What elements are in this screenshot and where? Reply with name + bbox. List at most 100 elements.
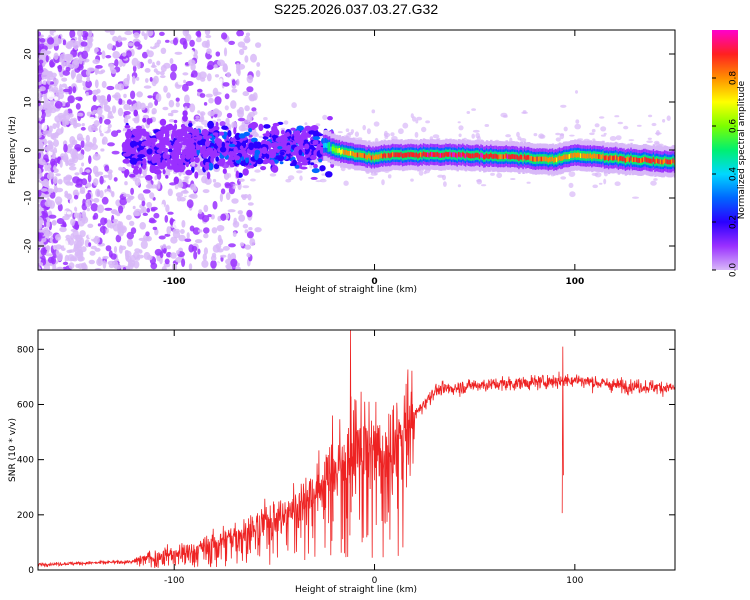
spectrogram-cell (156, 148, 163, 154)
spectrogram-ridge-cell (574, 152, 577, 158)
spectrogram-cell (100, 217, 107, 226)
spectrogram-cell (142, 117, 147, 123)
spectrogram-cell (539, 134, 546, 139)
spectrogram-x-axis-label: Height of straight line (km) (295, 285, 417, 295)
spectrogram-ridge-cell (631, 157, 635, 163)
spectrogram-ridge-cell (617, 157, 621, 162)
spectrogram-cell (38, 123, 42, 131)
spectrogram-ridge-cell (413, 152, 416, 158)
spectrogram-ridge-cell (506, 154, 510, 160)
spectrogram-ridge-cell (463, 153, 466, 158)
spectrogram-cell (47, 188, 55, 194)
spectrogram-cell (185, 153, 191, 160)
spectrogram-cell (61, 59, 66, 69)
spectrogram-cell (505, 134, 511, 138)
spectrogram-ridge-cell (607, 156, 611, 162)
spectrogram-cell (304, 127, 309, 131)
spectrogram-cell (343, 180, 349, 186)
spectrogram-cell (301, 161, 309, 166)
spectrogram-cell (432, 134, 440, 139)
spectrogram-cell (84, 32, 88, 38)
spectrogram-cell (52, 176, 58, 185)
spectrogram-cell (38, 130, 42, 136)
spectrogram-ridge-cell (397, 152, 400, 158)
spectrogram-cell (569, 191, 576, 198)
spectrogram-cell (244, 154, 249, 158)
spectrogram-cell (96, 107, 103, 116)
spectrogram-cell (219, 193, 223, 202)
spectrogram-cell (69, 181, 74, 186)
spectrogram-cell (92, 215, 96, 220)
spectrogram-ridge-cell (568, 154, 571, 159)
spectrogram-ridge-cell (505, 153, 508, 159)
spectrogram-cell (232, 183, 238, 186)
spectrogram-cell (568, 182, 574, 188)
spectrogram-cell (53, 32, 58, 36)
spectrogram-cell (167, 188, 173, 197)
spectrogram-cell (211, 227, 218, 234)
spectrogram-cell (123, 111, 131, 115)
spectrogram-cell (104, 207, 113, 211)
spectrogram-cell (134, 102, 139, 111)
spectrogram-cell (132, 75, 136, 85)
spectrogram-ridge-cell (537, 156, 541, 162)
spectrogram-cell (96, 171, 104, 176)
spectrogram-cell (237, 210, 243, 215)
spectrogram-cell (108, 250, 113, 258)
spectrogram-cell (176, 250, 180, 255)
spectrogram-cell (568, 171, 576, 178)
spectrogram-cell (113, 177, 118, 182)
spectrogram-cell (96, 258, 103, 267)
spectrogram-cell (212, 178, 217, 183)
spectrogram-ridge-cell (588, 153, 591, 159)
spectrogram-cell (313, 163, 318, 169)
spectrogram-cell (95, 65, 103, 69)
spectrogram-cell (129, 173, 136, 178)
spectrogram-cell (308, 130, 316, 135)
spectrogram-cell (221, 32, 228, 40)
spectrogram-cell (118, 55, 127, 60)
spectrogram-cell (120, 37, 127, 41)
spectrogram-cell (81, 162, 85, 167)
spectrogram-cell (46, 220, 51, 228)
spectrogram-cell (49, 191, 56, 199)
spectrogram-cell (215, 132, 219, 140)
spectrogram-ridge-cell (533, 156, 536, 162)
spectrogram-cell (40, 188, 48, 192)
spectrogram-cell (182, 115, 188, 122)
spectrogram-cell (147, 95, 153, 99)
spectrogram-cell (133, 166, 139, 170)
spectrogram-cell (134, 248, 141, 253)
x-tick-label: 0 (372, 576, 378, 586)
spectrogram-cell (241, 140, 247, 149)
spectrogram-cell (162, 139, 167, 147)
spectrogram-cell (242, 168, 249, 176)
spectrogram-cell (109, 30, 115, 36)
spectrogram-cell (118, 205, 124, 214)
spectrogram-cell (79, 230, 86, 238)
spectrogram-cell (188, 122, 193, 128)
spectrogram-cell (148, 213, 153, 217)
spectrogram-cell (251, 137, 258, 143)
spectrogram-ridge-cell (565, 154, 569, 160)
spectrogram-cell (412, 116, 417, 122)
spectrogram-ridge-cell (428, 152, 431, 158)
spectrogram-cell (54, 186, 58, 193)
spectrogram-cell (80, 126, 86, 131)
spectrogram-ridge-cell (628, 157, 632, 163)
spectrogram-cell (193, 250, 198, 260)
spectrogram-cell (133, 109, 138, 117)
spectrogram-cell (38, 109, 42, 118)
spectrogram-cell (52, 152, 56, 160)
spectrogram-cell (38, 229, 43, 233)
spectrogram-ridge-cell (553, 158, 556, 163)
spectrogram-cell (38, 188, 42, 198)
spectrogram-cell (279, 161, 284, 165)
spectrogram-cell (53, 96, 59, 101)
x-tick-label: 100 (565, 277, 584, 287)
spectrogram-ridge-cell (550, 157, 553, 162)
spectrogram-cell (214, 74, 220, 78)
spectrogram-cell (242, 185, 250, 189)
spectrogram-cell (194, 171, 199, 179)
spectrogram-cell (129, 140, 138, 148)
